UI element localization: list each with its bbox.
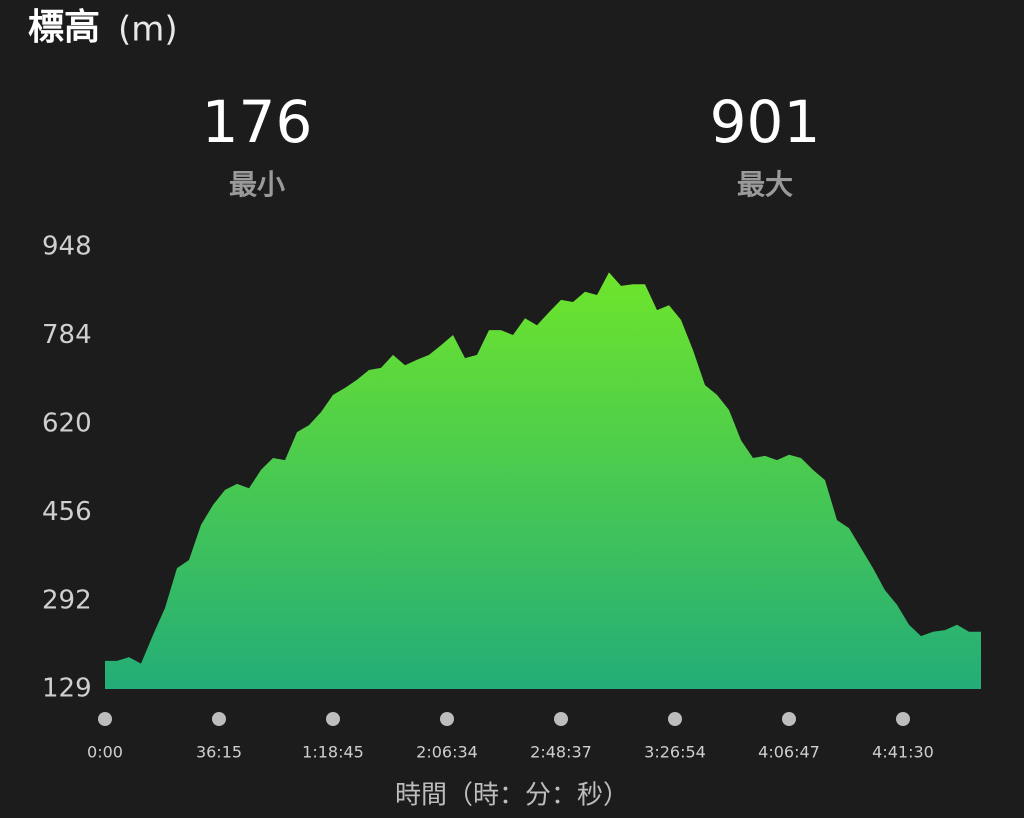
chart-title: 標高	[28, 7, 100, 48]
x-tick-label: 3:26:54	[644, 743, 706, 762]
x-tick-dot	[326, 712, 340, 726]
x-tick-dot	[782, 712, 796, 726]
x-tick-dot	[98, 712, 112, 726]
x-tick-label: 4:41:30	[872, 743, 934, 762]
x-axis-label: 時間（時：分：秒）	[395, 781, 629, 811]
x-tick-dot	[896, 712, 910, 726]
x-tick-label: 2:06:34	[416, 743, 478, 762]
y-tick-label: 456	[42, 497, 92, 527]
stat-value: 176	[202, 88, 313, 156]
x-tick-label: 1:18:45	[302, 743, 364, 762]
x-tick-label: 2:48:37	[530, 743, 592, 762]
y-tick-label: 129	[42, 674, 92, 704]
x-tick-label: 36:15	[196, 743, 242, 762]
unit: (m)	[118, 10, 178, 50]
stat-label: 最小	[229, 168, 285, 201]
x-tick-dot	[554, 712, 568, 726]
elevation-area	[105, 272, 981, 689]
stat-value: 901	[710, 88, 821, 156]
stat-label: 最大	[737, 168, 793, 201]
y-tick-label: 784	[42, 320, 92, 350]
y-tick-label: 948	[42, 232, 92, 262]
y-tick-label: 292	[42, 586, 92, 616]
y-tick-label: 620	[42, 409, 92, 439]
x-tick-label: 4:06:47	[758, 743, 820, 762]
x-tick-dot	[668, 712, 682, 726]
x-tick-label: 0:00	[87, 743, 123, 762]
x-tick-dot	[212, 712, 226, 726]
x-tick-dot	[440, 712, 454, 726]
